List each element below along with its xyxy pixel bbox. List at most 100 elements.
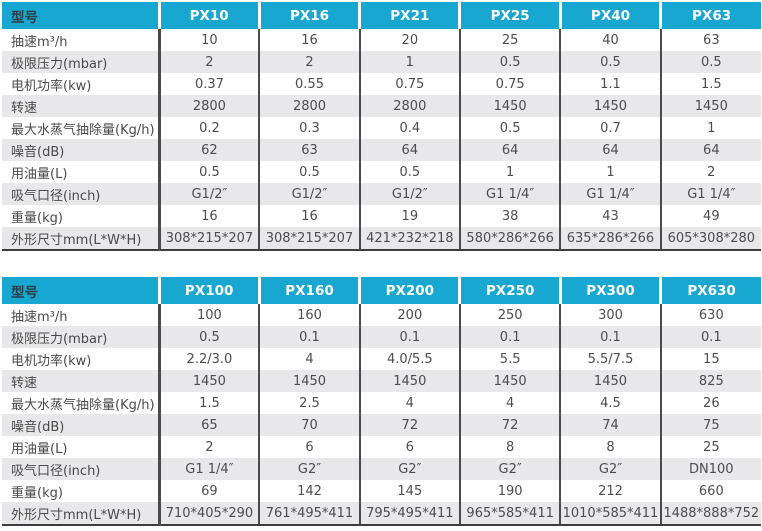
value-cell: 2: [157, 51, 260, 73]
value-cell: 605*308*280: [659, 227, 761, 251]
model-header-cell: PX40: [558, 2, 661, 29]
value-cell: 1450: [458, 95, 561, 117]
value-cell: 1: [659, 117, 761, 139]
spec-row: 外形尺寸mm(L*W*H) 308*215*207 308*215*207 421*2…: [2, 227, 761, 251]
model-header-cell: PX200: [358, 277, 460, 304]
value-cell: 74: [559, 414, 661, 436]
spec-row: 外形尺寸mm(L*W*H) 710*405*290 761*495*411 795*4…: [2, 502, 761, 526]
value-cell: 0.5: [358, 161, 460, 183]
row-label-cell: 噪音(dB): [11, 144, 65, 160]
model-header-cell: PX250: [458, 277, 561, 304]
value-cell: 2.5: [258, 392, 360, 414]
value-cell: 0.55: [258, 73, 360, 95]
row-label-cell: 噪音(dB): [11, 419, 65, 435]
value-cell: 1450: [458, 370, 561, 392]
value-cell: 0.3: [258, 117, 360, 139]
value-cell: 72: [358, 414, 460, 436]
value-cell: 2: [659, 161, 761, 183]
value-cell: 0.37: [157, 73, 260, 95]
value-cell: 10: [157, 29, 260, 51]
spec-table-1: 型号 PX10 PX16 PX21 PX25 PX40 PX63 抽速m³/h 10 16 20 25…: [2, 2, 761, 251]
models-header-row: 型号 PX10 PX16 PX21 PX25 PX40 PX63: [2, 2, 761, 29]
value-cell: 190: [458, 480, 561, 502]
value-cell: 761*495*411: [258, 502, 360, 526]
value-cell: 2.2/3.0: [157, 348, 260, 370]
value-cell: 72: [458, 414, 561, 436]
value-cell: 1450: [157, 370, 260, 392]
value-cell: 0.4: [358, 117, 460, 139]
spec-row: 重量(kg) 69 142 145 190 212 660: [2, 480, 761, 502]
value-cell: 75: [659, 414, 761, 436]
spec-row: 吸气口径(inch) G1 1/4″ G2″ G2″ G2″ G2″ DN100: [2, 458, 761, 480]
value-cell: 0.5: [258, 161, 360, 183]
value-cell: 2800: [157, 95, 260, 117]
value-cell: DN100: [659, 458, 761, 480]
value-cell: 421*232*218: [358, 227, 460, 251]
value-cell: 212: [559, 480, 661, 502]
row-label-cell: 用油量(L): [11, 441, 68, 457]
value-cell: 0.1: [358, 326, 460, 348]
value-cell: 0.5: [559, 51, 661, 73]
value-cell: 0.1: [258, 326, 360, 348]
value-cell: G2″: [458, 458, 561, 480]
value-cell: 15: [659, 348, 761, 370]
value-cell: 38: [458, 205, 561, 227]
value-cell: 0.7: [559, 117, 661, 139]
value-cell: 65: [157, 414, 260, 436]
value-cell: 8: [458, 436, 561, 458]
value-cell: G1 1/4″: [157, 458, 260, 480]
value-cell: 62: [157, 139, 260, 161]
value-cell: 100: [157, 304, 260, 326]
value-cell: 825: [659, 370, 761, 392]
row-label-cell: 最大水蒸气抽除量(Kg/h): [11, 122, 155, 138]
value-cell: 0.5: [458, 51, 561, 73]
row-label-cell: 重量(kg): [11, 210, 63, 226]
model-header-cell: PX63: [659, 2, 761, 29]
value-cell: 300: [559, 304, 661, 326]
value-cell: 4.5: [559, 392, 661, 414]
value-cell: 2: [258, 51, 360, 73]
value-cell: 0.75: [458, 73, 561, 95]
spec-row: 转速 2800 2800 2800 1450 1450 1450: [2, 95, 761, 117]
value-cell: 64: [659, 139, 761, 161]
value-cell: 4: [258, 348, 360, 370]
value-cell: 710*405*290: [157, 502, 260, 526]
value-cell: 0.5: [458, 117, 561, 139]
row-label-cell: 用油量(L): [11, 166, 68, 182]
row-label-cell: 转速: [11, 100, 38, 116]
value-cell: 4: [358, 392, 460, 414]
value-cell: 0.5: [659, 51, 761, 73]
value-cell: 250: [458, 304, 561, 326]
value-cell: 200: [358, 304, 460, 326]
value-cell: 630: [659, 304, 761, 326]
spec-row: 极限压力(mbar) 0.5 0.1 0.1 0.1 0.1 0.1: [2, 326, 761, 348]
value-cell: G1/2″: [258, 183, 360, 205]
value-cell: 16: [157, 205, 260, 227]
value-cell: 1: [458, 161, 561, 183]
spec-row: 最大水蒸气抽除量(Kg/h) 0.2 0.3 0.4 0.5 0.7 1: [2, 117, 761, 139]
value-cell: G2″: [358, 458, 460, 480]
spec-row: 重量(kg) 16 16 19 38 43 49: [2, 205, 761, 227]
value-cell: 20: [358, 29, 460, 51]
value-cell: 1488*888*752: [659, 502, 761, 526]
spec-row: 最大水蒸气抽除量(Kg/h) 1.5 2.5 4 4 4.5 26: [2, 392, 761, 414]
row-label-cell: 极限压力(mbar): [11, 331, 108, 347]
value-cell: 5.5: [458, 348, 561, 370]
value-cell: 6: [258, 436, 360, 458]
row-label-cell: 吸气口径(inch): [11, 188, 101, 204]
value-cell: 965*585*411: [458, 502, 561, 526]
value-cell: G1 1/4″: [559, 183, 661, 205]
value-cell: 795*495*411: [358, 502, 460, 526]
value-cell: 25: [659, 436, 761, 458]
value-cell: 308*215*207: [157, 227, 260, 251]
value-cell: 40: [559, 29, 661, 51]
value-cell: 1: [559, 161, 661, 183]
spec-row: 用油量(L) 2 6 6 8 8 25: [2, 436, 761, 458]
value-cell: 0.1: [659, 326, 761, 348]
value-cell: 160: [258, 304, 360, 326]
value-cell: 1010*585*411: [559, 502, 661, 526]
value-cell: 580*286*266: [458, 227, 561, 251]
model-header-cell: PX160: [257, 277, 360, 304]
value-cell: 19: [358, 205, 460, 227]
